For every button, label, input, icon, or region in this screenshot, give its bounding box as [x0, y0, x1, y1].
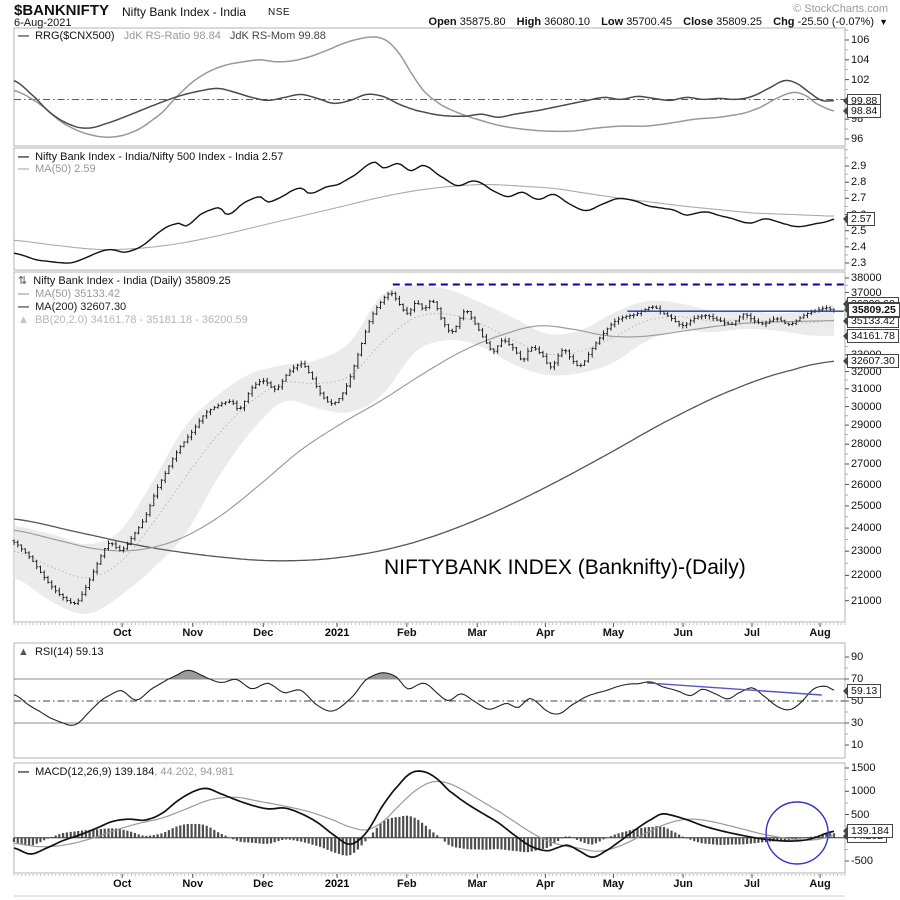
rrg-rs-ratio-value: JdK RS-Ratio 98.84: [123, 30, 221, 42]
high-value: 36080.10: [544, 16, 591, 28]
ratio-ma-value: MA(50) 2.59: [35, 163, 96, 175]
macd-signal-hist-values: , 44.202, 94.981: [154, 766, 234, 778]
price-bb-legend: ▲ BB(20,2.0) 34161.78 - 35181.18 - 36200…: [18, 314, 254, 326]
symbol: $BANKNIFTY: [14, 2, 110, 19]
chart-annotation-text: NIFTYBANK INDEX (Banknifty)-(Daily): [384, 556, 746, 579]
rrg-line-icon: —: [18, 30, 29, 42]
chg-value: -25.50 (-0.07%): [797, 16, 875, 28]
chg-label: Chg: [773, 16, 795, 28]
ma50-value: MA(50) 35133.42: [35, 288, 121, 300]
bb-values: BB(20,2.0) 34161.78 - 35181.18 - 36200.5…: [34, 314, 248, 326]
quote-bar: Open 35875.80 High 36080.10 Low 35700.45…: [421, 16, 888, 28]
low-value: 35700.45: [626, 16, 673, 28]
low-label: Low: [601, 16, 624, 28]
high-label: High: [516, 16, 542, 28]
bollinger-band-icon: ▲: [18, 314, 29, 326]
open-label: Open: [428, 16, 457, 28]
macd-legend: — MACD(12,26,9) 139.184, 44.202, 94.981: [18, 766, 234, 778]
price-ma200-legend: — MA(200) 32607.30: [18, 301, 132, 313]
ratio-title: Nifty Bank Index - India/Nifty 500 Index…: [35, 151, 284, 163]
rsi-legend: ▲ RSI(14) 59.13: [18, 646, 109, 658]
rrg-rs-mom-value: JdK RS-Mom 99.88: [229, 30, 326, 42]
ratio-ma-legend: — MA(50) 2.59: [18, 163, 102, 175]
ma200-line-icon: —: [18, 301, 29, 313]
close-label: Close: [683, 16, 714, 28]
price-legend: ⇅ Nifty Bank Index - India (Daily) 35809…: [18, 275, 237, 287]
ma200-value: MA(200) 32607.30: [35, 301, 127, 313]
price-ma50-legend: — MA(50) 35133.42: [18, 288, 126, 300]
rrg-title: RRG($CNX500): [35, 30, 115, 42]
rsi-area-icon: ▲: [18, 646, 29, 658]
macd-value: MACD(12,26,9) 139.184: [35, 766, 155, 778]
rrg-legend: — RRG($CNX500) JdK RS-Ratio 98.84 JdK RS…: [18, 30, 332, 42]
macd-line-icon: —: [18, 766, 29, 778]
ratio-line-icon: —: [18, 151, 29, 163]
chart-date: 6-Aug-2021: [14, 17, 72, 29]
copyright: © StockCharts.com: [793, 3, 888, 15]
ohlc-type-icon: ⇅: [18, 275, 28, 287]
exchange: NSE: [268, 7, 291, 18]
ma50-line-icon: —: [18, 288, 29, 300]
ratio-legend: — Nifty Bank Index - India/Nifty 500 Ind…: [18, 151, 289, 163]
symbol-name: Nifty Bank Index - India: [122, 5, 247, 19]
rsi-value: RSI(14) 59.13: [34, 646, 104, 658]
open-value: 35875.80: [459, 16, 506, 28]
chg-dropdown-icon: ▼: [879, 17, 888, 27]
ratio-ma-line-icon: —: [18, 163, 29, 175]
close-value: 35809.25: [716, 16, 763, 28]
price-title: Nifty Bank Index - India (Daily) 35809.2…: [33, 275, 231, 287]
